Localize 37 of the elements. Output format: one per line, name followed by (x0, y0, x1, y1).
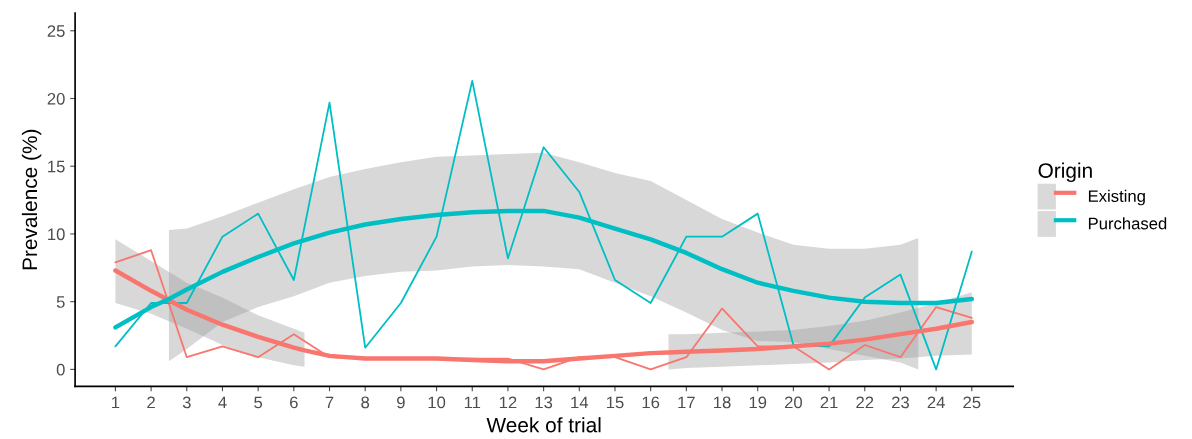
x-tick-label: 22 (856, 396, 874, 409)
x-tick-label: 11 (464, 396, 481, 409)
y-tick-label: 15 (48, 160, 65, 173)
legend-label: Purchased (1088, 217, 1167, 230)
x-tick-label: 8 (361, 396, 370, 409)
y-tick-label: 20 (47, 92, 65, 105)
x-tick-label: 9 (397, 396, 405, 409)
x-tick-label: 21 (820, 396, 838, 409)
x-tick-label: 16 (642, 396, 660, 409)
y-tick-label: 25 (47, 25, 65, 37)
x-tick-label: 1 (112, 396, 120, 409)
x-tick-label: 25 (963, 396, 981, 409)
x-tick-label: 13 (535, 396, 553, 409)
x-axis-title: Week of trial (486, 417, 601, 433)
x-tick-label: 15 (606, 396, 624, 409)
x-tick-label: 7 (325, 396, 334, 409)
x-tick-label: 3 (182, 396, 191, 409)
y-tick-label: 0 (56, 363, 65, 376)
x-tick-label: 12 (499, 396, 517, 409)
x-tick-label: 19 (749, 396, 767, 409)
x-tick-label: 18 (714, 396, 731, 409)
y-axis-title: Prevalence (%) (21, 129, 42, 270)
legend-title: Origin (1038, 162, 1092, 183)
x-tick-label: 4 (218, 396, 227, 409)
x-tick-label: 5 (254, 396, 263, 409)
x-tick-label: 23 (892, 396, 909, 409)
x-tick-label: 10 (428, 396, 446, 409)
x-tick-label: 6 (290, 396, 298, 409)
line-series (114, 79, 973, 371)
x-tick-label: 17 (678, 396, 695, 409)
x-tick-label: 20 (784, 396, 803, 409)
y-tick-label: 10 (48, 228, 65, 241)
x-tick-label: 24 (927, 396, 945, 409)
x-tick-label: 14 (571, 396, 589, 409)
legend-label: Existing (1088, 189, 1145, 206)
y-tick-label: 5 (56, 296, 65, 308)
x-tick-label: 2 (147, 396, 155, 409)
